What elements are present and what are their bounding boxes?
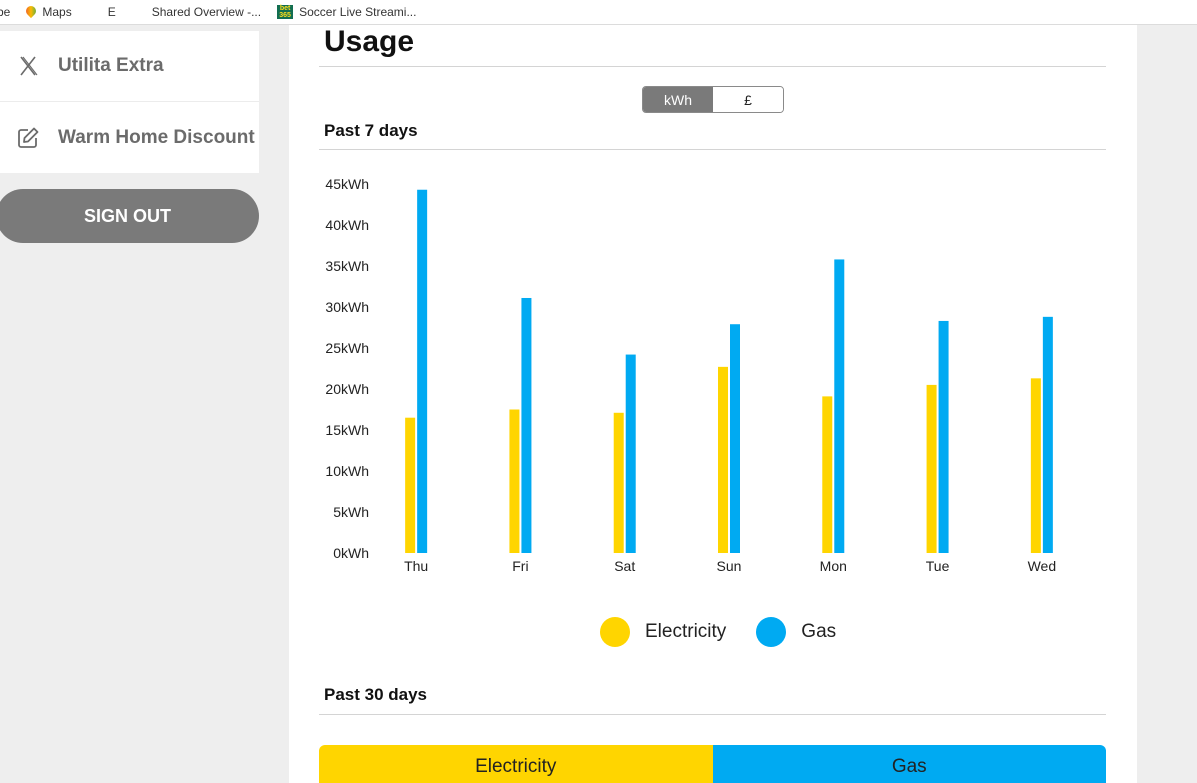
legend-label-gas: Gas (801, 621, 837, 642)
x-tick-label: Fri (512, 558, 528, 574)
x-tick-label: Thu (404, 558, 428, 574)
divider (319, 714, 1106, 715)
past-7-days-chart: 0kWh 5kWh 10kWh 15kWh 20kWh 25kWh 30kWh 35kWh 40… (325, 176, 1057, 574)
gas-bar-sun (730, 324, 740, 553)
y-tick-label: 15kWh (325, 422, 369, 438)
y-tick-label: 25kWh (325, 340, 369, 356)
electricity-bar-wed (1030, 378, 1041, 553)
tab-electricity[interactable]: Electricity (319, 745, 713, 783)
electricity-bar-thu (405, 417, 416, 553)
page-title: Usage (324, 25, 415, 58)
sidebar-item-warm-home-discount[interactable]: Warm Home Discount (0, 102, 259, 173)
legend-label-electricity: Electricity (645, 621, 727, 642)
y-tick-label: 45kWh (325, 176, 369, 192)
bookmark-label: Maps (42, 5, 72, 19)
y-tick-label: 0kWh (333, 545, 369, 561)
bookmark-label: Soccer Live Streami... (299, 5, 417, 19)
x-tick-label: Tue (926, 558, 950, 574)
gas-bar-wed (1042, 316, 1053, 553)
sign-out-button[interactable]: SIGN OUT (0, 189, 259, 243)
bookmark-label: Shared Overview -... (151, 5, 262, 19)
past-7-days-title: Past 7 days (324, 121, 418, 140)
bookmark-soccer[interactable]: bet 365 Soccer Live Streami... (277, 5, 416, 19)
gas-bar-mon (834, 259, 845, 553)
unit-toggle-pound[interactable]: £ (713, 87, 783, 112)
bet365-icon: bet 365 (277, 5, 294, 19)
divider (319, 149, 1106, 150)
x-tick-label: Sat (614, 558, 635, 574)
edit-icon (18, 127, 39, 148)
soundwave-icon (132, 6, 146, 18)
divider (319, 66, 1106, 67)
gas-bar-tue (938, 320, 949, 553)
colored-bars-icon (88, 6, 102, 18)
y-tick-label: 35kWh (325, 258, 369, 274)
bookmark-e[interactable]: E (88, 5, 116, 19)
utilita-x-icon (20, 56, 38, 76)
y-tick-label: 40kWh (325, 217, 369, 233)
electricity-legend-swatch (600, 617, 630, 647)
x-tick-label: Mon (820, 558, 847, 574)
maps-pin-icon (26, 6, 36, 18)
sidebar-item-label: Warm Home Discount (58, 126, 255, 148)
electricity-bar-sat (613, 412, 624, 553)
gas-bar-sat (625, 354, 636, 553)
usage-panel: Usage kWh £ Past 7 days 0kWh 5kWh 10kWh 15k… (289, 25, 1137, 783)
electricity-bar-sun (718, 366, 728, 553)
sidebar-menu: Utilita Extra Warm Home Discount (0, 31, 259, 173)
y-tick-label: 30kWh (325, 299, 369, 315)
y-tick-label: 20kWh (325, 381, 369, 397)
y-tick-label: 10kWh (325, 463, 369, 479)
electricity-bar-fri (509, 409, 520, 553)
electricity-bar-mon (822, 396, 833, 553)
bookmark-partial[interactable]: be (0, 5, 10, 19)
x-tick-label: Wed (1028, 558, 1057, 574)
x-tick-label: Sun (717, 558, 742, 574)
past-30-days-tabs: Electricity Gas (319, 745, 1106, 783)
unit-toggle-kwh[interactable]: kWh (643, 87, 713, 112)
gas-bar-fri (521, 297, 532, 553)
chart-legend: Electricity Gas (600, 617, 866, 647)
y-tick-label: 5kWh (333, 504, 369, 520)
bookmark-shared-overview[interactable]: Shared Overview -... (132, 5, 261, 19)
gas-bar-thu (417, 189, 428, 554)
sidebar-item-label: Utilita Extra (58, 55, 164, 76)
bookmark-maps[interactable]: Maps (26, 5, 71, 19)
bookmark-label: E (107, 5, 116, 19)
bookmark-label: be (0, 5, 11, 19)
tab-gas[interactable]: Gas (712, 745, 1106, 783)
unit-toggle: kWh £ (642, 86, 784, 113)
sidebar-item-utilita-extra[interactable]: Utilita Extra (0, 31, 259, 102)
electricity-bar-tue (926, 384, 937, 553)
gas-legend-swatch (756, 617, 787, 647)
past-30-days-title: Past 30 days (324, 685, 428, 704)
